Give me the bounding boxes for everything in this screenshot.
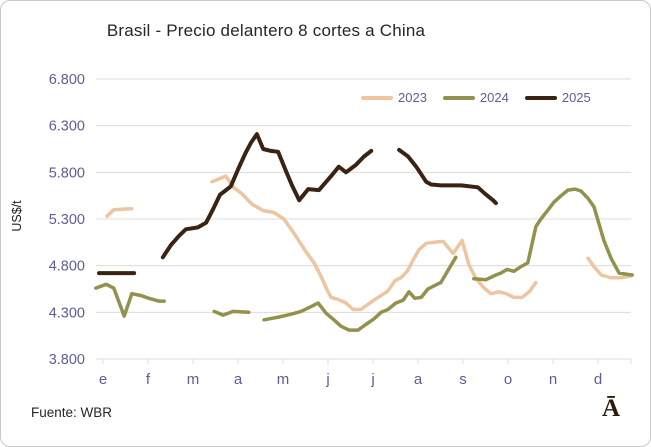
x-tick-label: m [277, 371, 290, 388]
legend-label-2023: 2023 [398, 90, 427, 105]
series-2025-line [397, 147, 498, 206]
x-tick-label: s [459, 371, 467, 388]
series-2023-line [586, 256, 633, 280]
legend-item-2024: 2024 [442, 90, 509, 105]
legend-item-2023: 2023 [361, 90, 427, 105]
x-tick-label: e [99, 371, 107, 388]
series-2023-line [105, 206, 134, 218]
series-2025-line [160, 132, 374, 260]
source-text: Fuente: WBR [31, 405, 113, 420]
series-2024-line [262, 255, 458, 332]
y-tick-label: 5.300 [49, 212, 85, 228]
y-tick-label: 5.800 [49, 165, 85, 181]
x-tick-label: j [370, 371, 374, 388]
series-2023-line [210, 174, 538, 312]
x-tick-label: f [146, 371, 151, 388]
x-tick-label: a [414, 371, 423, 388]
x-tick-label: a [234, 371, 243, 388]
y-tick-label: 4.300 [49, 305, 85, 321]
watermark-logo: Ā [602, 395, 621, 422]
series-2024-line [212, 309, 251, 317]
y-tick-label: 6.800 [49, 72, 85, 88]
legend-swatch-2023 [361, 95, 393, 100]
series-2024-line [472, 187, 634, 282]
x-tick-label: o [504, 371, 512, 388]
y-tick-label: 4.800 [49, 259, 85, 275]
legend-label-2025: 2025 [561, 90, 591, 105]
x-tick-label: n [549, 371, 557, 388]
y-tick-label: 6.300 [49, 119, 85, 135]
legend-swatch-2025 [524, 95, 557, 100]
chart-title: Brasil - Precio delantero 8 cortes a Chi… [106, 21, 426, 40]
series-2024-line [94, 282, 166, 318]
x-tick-label: j [325, 371, 329, 388]
legend: 2023 2024 2025 [361, 90, 591, 105]
legend-swatch-2024 [442, 95, 475, 100]
x-tick-label: m [187, 371, 200, 388]
legend-item-2025: 2025 [524, 90, 591, 105]
legend-label-2024: 2024 [479, 90, 509, 105]
y-tick-label: 3.800 [49, 352, 85, 368]
x-tick-label: d [594, 371, 602, 388]
